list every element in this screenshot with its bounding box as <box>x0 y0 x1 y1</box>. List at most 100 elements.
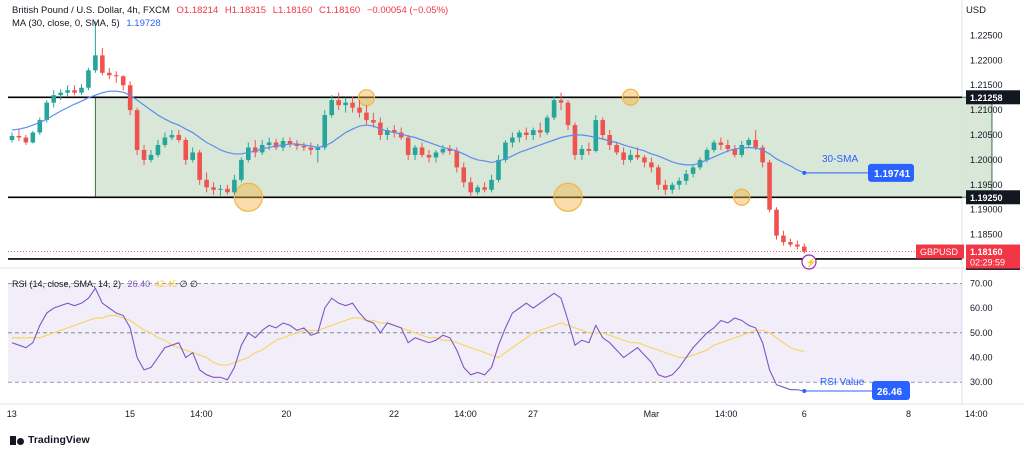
candle-body[interactable] <box>628 154 633 160</box>
candle-body[interactable] <box>739 144 745 155</box>
candle-body[interactable] <box>635 154 640 158</box>
candle-body[interactable] <box>475 187 480 193</box>
candle-body[interactable] <box>607 135 612 145</box>
candle-body[interactable] <box>489 179 494 190</box>
candle-body[interactable] <box>72 90 77 93</box>
candle-body[interactable] <box>204 179 209 188</box>
candle-body[interactable] <box>663 184 668 190</box>
candle-body[interactable] <box>141 149 147 160</box>
candle-body[interactable] <box>197 152 202 180</box>
candle-body[interactable] <box>482 187 487 190</box>
candle-body[interactable] <box>391 130 397 133</box>
candle-body[interactable] <box>127 85 133 111</box>
candle-body[interactable] <box>600 120 606 136</box>
candle-body[interactable] <box>273 142 279 148</box>
candle-body[interactable] <box>746 140 751 145</box>
candle-body[interactable] <box>412 147 418 155</box>
candle-body[interactable] <box>336 100 341 106</box>
candle-body[interactable] <box>558 100 564 103</box>
candle-body[interactable] <box>461 167 467 183</box>
candle-body[interactable] <box>246 147 251 160</box>
symbol-title[interactable]: British Pound / U.S. Dollar, 4h, FXCM <box>12 5 170 16</box>
candle-body[interactable] <box>350 102 355 108</box>
candle-body[interactable] <box>287 140 293 144</box>
candle-body[interactable] <box>190 152 195 160</box>
candle-body[interactable] <box>579 148 585 155</box>
candle-body[interactable] <box>232 179 237 193</box>
candle-body[interactable] <box>37 120 43 133</box>
candle-body[interactable] <box>732 148 738 155</box>
candle-body[interactable] <box>405 137 411 155</box>
candle-body[interactable] <box>781 235 786 243</box>
candle-body[interactable] <box>315 147 321 150</box>
candle-body[interactable] <box>656 167 661 185</box>
candle-body[interactable] <box>86 70 91 88</box>
candle-body[interactable] <box>16 136 22 138</box>
candle-body[interactable] <box>308 147 314 150</box>
candle-body[interactable] <box>301 145 307 148</box>
candle-body[interactable] <box>211 187 216 190</box>
candle-body[interactable] <box>586 148 592 151</box>
candle-body[interactable] <box>357 107 362 113</box>
candle-body[interactable] <box>218 188 223 190</box>
rsi-label[interactable]: RSI (14, close, SMA, 14, 2) <box>12 279 122 289</box>
candle-body[interactable] <box>225 188 230 193</box>
candle-body[interactable] <box>621 152 626 160</box>
candle-body[interactable] <box>524 132 529 136</box>
candle-body[interactable] <box>79 87 84 93</box>
alert-icon[interactable] <box>801 254 817 270</box>
candle-body[interactable] <box>440 148 446 153</box>
candle-body[interactable] <box>364 112 369 121</box>
candle-body[interactable] <box>788 242 793 245</box>
tradingview-watermark[interactable]: TradingView <box>10 434 90 446</box>
candle-body[interactable] <box>572 125 578 155</box>
candle-body[interactable] <box>9 136 15 140</box>
candle-body[interactable] <box>120 76 126 86</box>
candle-body[interactable] <box>795 244 800 247</box>
candle-body[interactable] <box>649 162 654 168</box>
candle-body[interactable] <box>93 55 98 71</box>
candle-body[interactable] <box>802 246 807 252</box>
candle-body[interactable] <box>454 150 460 168</box>
candle-body[interactable] <box>294 143 300 146</box>
candle-body[interactable] <box>718 142 724 145</box>
candle-body[interactable] <box>134 110 140 150</box>
currency-label[interactable]: USD <box>965 5 986 16</box>
ma-label[interactable]: MA (30, close, 0, SMA, 5) <box>12 18 120 29</box>
candle-body[interactable] <box>468 182 473 193</box>
candle-body[interactable] <box>725 144 731 149</box>
candle-body[interactable] <box>419 147 425 155</box>
candle-body[interactable] <box>753 140 758 148</box>
candle-body[interactable] <box>530 130 536 136</box>
candle-body[interactable] <box>614 144 619 153</box>
candle-body[interactable] <box>162 137 168 145</box>
candle-body[interactable] <box>517 132 522 138</box>
candle-body[interactable] <box>690 167 696 174</box>
symbol-tag[interactable] <box>916 244 964 259</box>
candle-body[interactable] <box>100 55 105 73</box>
candle-body[interactable] <box>704 149 710 160</box>
candle-body[interactable] <box>239 159 244 180</box>
candle-body[interactable] <box>447 148 453 151</box>
candle-body[interactable] <box>774 209 779 236</box>
candle-body[interactable] <box>65 90 70 93</box>
candle-body[interactable] <box>551 100 557 118</box>
candle-body[interactable] <box>329 100 334 116</box>
candle-body[interactable] <box>30 132 36 143</box>
candle-body[interactable] <box>183 140 189 160</box>
candle-body[interactable] <box>767 162 772 210</box>
candle-body[interactable] <box>510 137 515 143</box>
candle-body[interactable] <box>107 72 112 76</box>
candle-body[interactable] <box>58 92 63 96</box>
candle-body[interactable] <box>44 102 50 121</box>
candle-body[interactable] <box>169 135 175 138</box>
candle-body[interactable] <box>426 154 432 158</box>
candle-body[interactable] <box>760 147 765 163</box>
candle-body[interactable] <box>176 135 182 140</box>
candle-body[interactable] <box>565 102 571 126</box>
candle-body[interactable] <box>371 120 376 123</box>
candle-body[interactable] <box>148 154 154 160</box>
candle-body[interactable] <box>266 142 272 145</box>
candle-body[interactable] <box>593 120 599 151</box>
